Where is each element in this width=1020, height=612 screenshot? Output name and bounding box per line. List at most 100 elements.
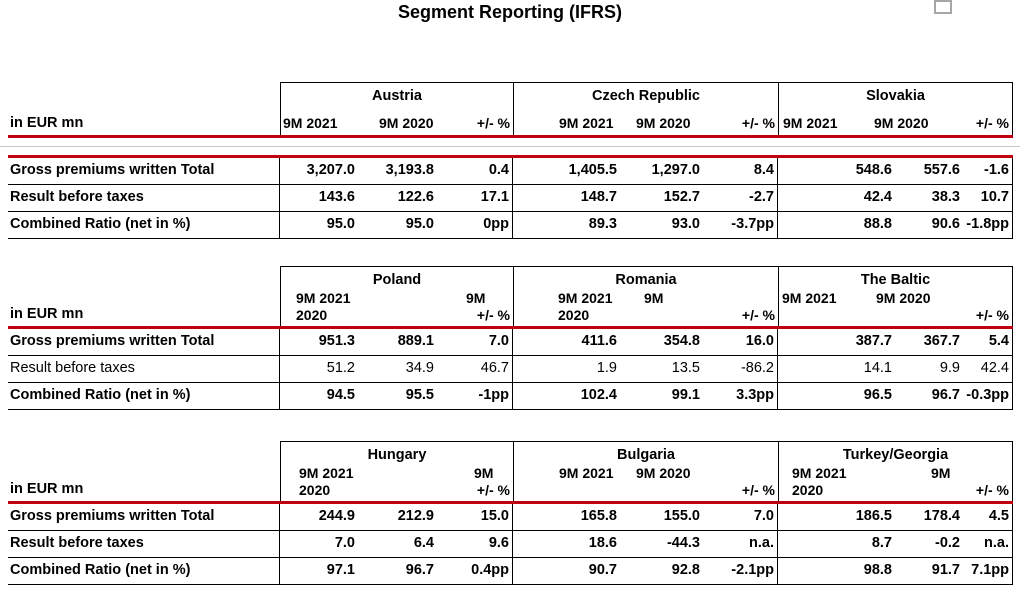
period-2-part1: 9M <box>931 465 951 481</box>
country-name: Hungary <box>367 447 427 463</box>
value-cell: 42.4 <box>863 189 892 205</box>
period-2-part2: 2020 <box>558 307 590 323</box>
table-row: Combined Ratio (net in %) 97.1 96.7 0.4pp 90… <box>8 558 1013 585</box>
row-label: Result before taxes <box>8 356 280 382</box>
delta-label: +/- % <box>476 115 510 131</box>
period-2-label: 9M 2020 <box>379 115 434 131</box>
row-label: Gross premiums written Total <box>8 504 280 530</box>
value-cell: 0.4 <box>437 158 513 184</box>
period-2-part2: 2020 <box>299 482 331 498</box>
value-cell: 95.5 <box>405 387 434 403</box>
value-cell: -44.3 <box>666 535 700 551</box>
value-cell: 10.7 <box>963 185 1013 211</box>
value-cell: 548.6 <box>855 162 892 178</box>
value-cell: 367.7 <box>923 333 960 349</box>
row-label: Combined Ratio (net in %) <box>8 212 280 238</box>
value-cell: -0.3pp <box>963 383 1013 409</box>
value-cell: 98.8 <box>863 562 892 578</box>
value-cell: 1.9 <box>596 360 617 376</box>
value-cell: 186.5 <box>855 508 892 524</box>
country-name: Romania <box>615 272 677 288</box>
country-name: Slovakia <box>866 88 925 104</box>
period-1-label: 9M 2021 <box>299 465 354 481</box>
period-2-label: 9M 2020 <box>636 465 691 481</box>
value-cell: 165.8 <box>580 508 617 524</box>
table-header: in EUR mn Hungary 9M 2021 9M 2020 +/- % Bulgar… <box>8 441 1013 501</box>
value-cell: 178.4 <box>923 508 960 524</box>
delta-label: +/- % <box>476 482 510 498</box>
header-spacer <box>8 138 1013 155</box>
row-label: Gross premiums written Total <box>8 158 280 184</box>
table-row: Gross premiums written Total 951.3 889.1 7.… <box>8 329 1013 356</box>
table-row: Result before taxes 51.2 34.9 46.7 1.9 13.5 -8… <box>8 356 1013 383</box>
table-row: Gross premiums written Total 3,207.0 3,193… <box>8 158 1013 185</box>
value-cell: 18.6 <box>588 535 617 551</box>
country-block-header: Turkey/Georgia 9M 2021 9M 2020 +/- % <box>778 441 1013 501</box>
country-block-header: Bulgaria 9M 2021 9M 2020 +/- % <box>513 441 778 501</box>
value-cell: 96.7 <box>405 562 434 578</box>
delta-label: +/- % <box>975 307 1009 323</box>
period-1-label: 9M 2021 <box>792 465 847 481</box>
red-rule <box>8 326 1013 329</box>
value-cell: 42.4 <box>963 356 1013 382</box>
country-block-header: Austria 9M 2021 9M 2020 +/- % <box>280 82 513 135</box>
value-cell: 90.7 <box>588 562 617 578</box>
period-1-label: 9M 2021 <box>296 290 351 306</box>
value-cell: -2.1pp <box>703 558 778 584</box>
period-2-label: 9M 2020 <box>876 290 931 306</box>
table-row: Result before taxes 7.0 6.4 9.6 18.6 -44.3 n.a… <box>8 531 1013 558</box>
value-cell: -0.2 <box>935 535 960 551</box>
value-cell: 0.4pp <box>437 558 513 584</box>
value-cell: 8.4 <box>703 158 778 184</box>
value-cell: 16.0 <box>703 329 778 355</box>
unit-label: in EUR mn <box>10 306 84 322</box>
red-rule <box>8 135 1013 138</box>
period-1-label: 9M 2021 <box>783 115 838 131</box>
value-cell: 34.9 <box>405 360 434 376</box>
country-name: Austria <box>372 88 422 104</box>
row-label: Result before taxes <box>8 531 280 557</box>
value-cell: 3,193.8 <box>385 162 434 178</box>
value-cell: n.a. <box>703 531 778 557</box>
divider-line <box>0 146 1020 147</box>
period-2-part1: 9M <box>474 465 494 481</box>
value-cell: 1,297.0 <box>651 162 700 178</box>
value-cell: -3.7pp <box>703 212 778 238</box>
value-cell: n.a. <box>963 531 1013 557</box>
unit-label: in EUR mn <box>10 481 84 497</box>
value-cell: 1,405.5 <box>568 162 617 178</box>
value-cell: 244.9 <box>318 508 355 524</box>
period-1-label: 9M 2021 <box>558 290 613 306</box>
value-cell: 95.0 <box>326 216 355 232</box>
value-cell: 46.7 <box>437 356 513 382</box>
value-cell: -2.7 <box>703 185 778 211</box>
country-block-header: Romania 9M 2021 9M 2020 +/- % <box>513 266 778 326</box>
value-cell: 88.8 <box>863 216 892 232</box>
value-cell: 3.3pp <box>703 383 778 409</box>
country-name: Turkey/Georgia <box>842 447 949 463</box>
period-1-label: 9M 2021 <box>283 115 338 131</box>
period-2-label: 9M 2020 <box>874 115 929 131</box>
period-1-label: 9M 2021 <box>782 290 837 306</box>
value-cell: 38.3 <box>931 189 960 205</box>
value-cell: 7.0 <box>437 329 513 355</box>
value-cell: 102.4 <box>580 387 617 403</box>
value-cell: 97.1 <box>326 562 355 578</box>
country-name: The Baltic <box>860 272 931 288</box>
value-cell: 17.1 <box>437 185 513 211</box>
delta-label: +/- % <box>741 307 775 323</box>
period-2-part1: 9M <box>466 290 486 306</box>
row-label: Gross premiums written Total <box>8 329 280 355</box>
segment-table-1: in EUR mn Austria 9M 2021 9M 2020 +/- % Czech… <box>8 82 1013 239</box>
value-cell: 92.8 <box>671 562 700 578</box>
unit-label: in EUR mn <box>10 115 84 131</box>
value-cell: 148.7 <box>580 189 617 205</box>
value-cell: 51.2 <box>326 360 355 376</box>
delta-label: +/- % <box>476 307 510 323</box>
value-cell: -86.2 <box>703 356 778 382</box>
value-cell: 9.6 <box>437 531 513 557</box>
country-name: Poland <box>372 272 422 288</box>
value-cell: 889.1 <box>397 333 434 349</box>
value-cell: 354.8 <box>663 333 700 349</box>
